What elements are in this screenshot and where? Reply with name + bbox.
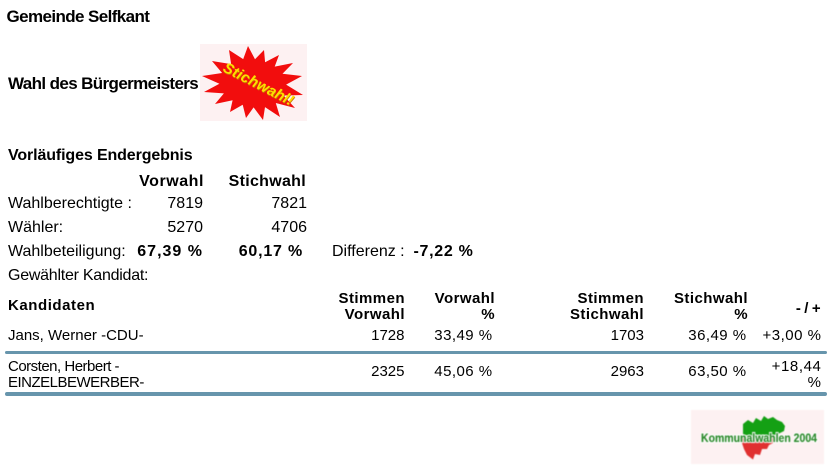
svg-text:Kommunalwahlen 2004: Kommunalwahlen 2004 <box>701 431 817 445</box>
svg-text:Kommunalwahlen 2004: Kommunalwahlen 2004 <box>701 431 817 445</box>
